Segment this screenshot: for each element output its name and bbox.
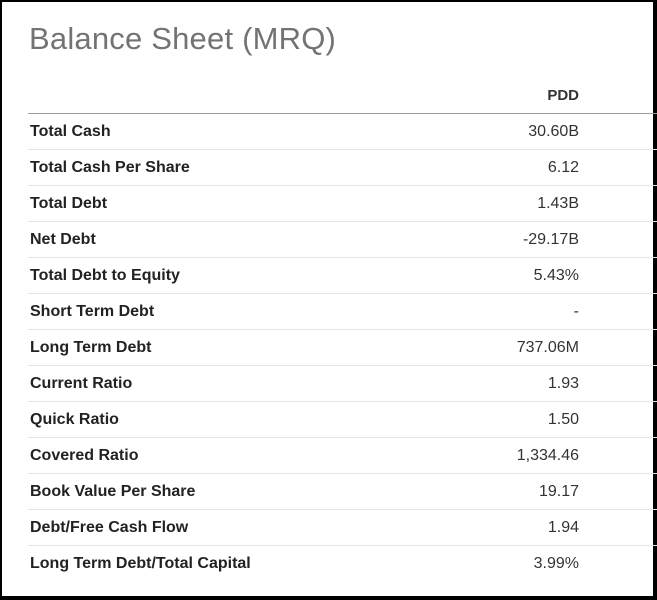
row-label-long-term-debt: Long Term Debt [28, 329, 428, 366]
table-header: PDD [28, 78, 657, 114]
ticker-column-header: PDD [428, 78, 581, 114]
table-row: Total Debt to Equity 5.43% [28, 257, 657, 294]
row-spacer [581, 293, 657, 330]
row-value-net-debt: -29.17B [428, 221, 581, 258]
row-label-book-value-per-share: Book Value Per Share [28, 473, 428, 510]
table-body: Total Cash 30.60B Total Cash Per Share 6… [28, 113, 657, 582]
table-row: Total Cash Per Share 6.12 [28, 149, 657, 186]
header-row: PDD [28, 78, 657, 114]
balance-sheet-table: PDD Total Cash 30.60B Total Cash Per Sha… [28, 78, 657, 581]
row-spacer [581, 437, 657, 474]
row-value-total-cash: 30.60B [428, 113, 581, 150]
row-label-total-debt-to-equity: Total Debt to Equity [28, 257, 428, 294]
row-spacer [581, 329, 657, 366]
row-value-book-value-per-share: 19.17 [428, 473, 581, 510]
row-spacer [581, 546, 657, 582]
table-row: Covered Ratio 1,334.46 [28, 437, 657, 474]
row-spacer [581, 473, 657, 510]
label-column-header [28, 78, 428, 114]
row-label-covered-ratio: Covered Ratio [28, 437, 428, 474]
row-label-total-debt: Total Debt [28, 185, 428, 222]
table-row: Current Ratio 1.93 [28, 365, 657, 402]
row-spacer [581, 149, 657, 186]
balance-sheet-table-container: PDD Total Cash 30.60B Total Cash Per Sha… [28, 78, 657, 581]
row-label-current-ratio: Current Ratio [28, 365, 428, 402]
row-value-current-ratio: 1.93 [428, 365, 581, 402]
row-value-short-term-debt: - [428, 293, 581, 330]
header-spacer [581, 78, 657, 114]
row-spacer [581, 365, 657, 402]
table-row: Total Debt 1.43B [28, 185, 657, 222]
row-spacer [581, 185, 657, 222]
row-label-debt-free-cash-flow: Debt/Free Cash Flow [28, 509, 428, 546]
row-value-debt-free-cash-flow: 1.94 [428, 509, 581, 546]
row-spacer [581, 221, 657, 258]
row-value-total-debt: 1.43B [428, 185, 581, 222]
row-value-total-debt-to-equity: 5.43% [428, 257, 581, 294]
row-label-total-cash-per-share: Total Cash Per Share [28, 149, 428, 186]
table-row: Total Cash 30.60B [28, 113, 657, 150]
table-row: Quick Ratio 1.50 [28, 401, 657, 438]
row-value-long-term-debt: 737.06M [428, 329, 581, 366]
table-row: Long Term Debt/Total Capital 3.99% [28, 546, 657, 582]
row-value-total-cash-per-share: 6.12 [428, 149, 581, 186]
table-row: Short Term Debt - [28, 293, 657, 330]
row-value-long-term-debt-total-capital: 3.99% [533, 554, 579, 572]
row-label-quick-ratio: Quick Ratio [28, 401, 428, 438]
row-value-covered-ratio: 1,334.46 [428, 437, 581, 474]
page-title: Balance Sheet (MRQ) [29, 21, 337, 56]
table-row: Book Value Per Share 19.17 [28, 473, 657, 510]
table-row: Net Debt -29.17B [28, 221, 657, 258]
row-value-quick-ratio: 1.50 [428, 401, 581, 438]
row-label-net-debt: Net Debt [28, 221, 428, 258]
table-row: Long Term Debt 737.06M [28, 329, 657, 366]
row-spacer [581, 257, 657, 294]
row-label-long-term-debt-total-capital: Long Term Debt/Total Capital [30, 554, 251, 572]
row-spacer [581, 401, 657, 438]
row-spacer [581, 113, 657, 150]
row-spacer [581, 509, 657, 546]
row-label-short-term-debt: Short Term Debt [28, 293, 428, 330]
table-row: Debt/Free Cash Flow 1.94 [28, 509, 657, 546]
row-label-total-cash: Total Cash [28, 113, 428, 150]
